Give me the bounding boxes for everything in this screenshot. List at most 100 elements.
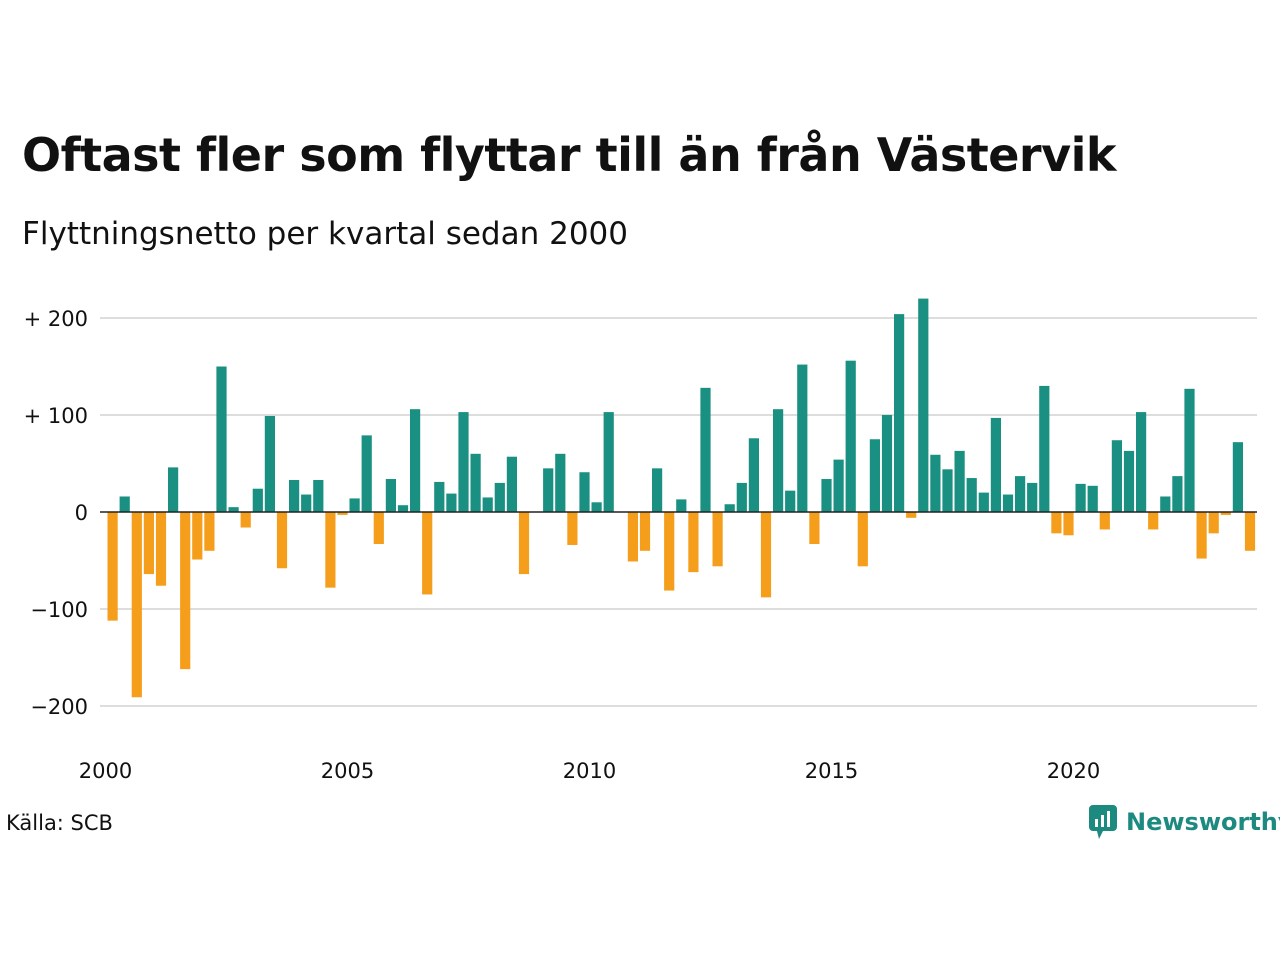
bar: [748, 438, 759, 512]
bar: [155, 512, 167, 586]
bar: [361, 435, 372, 512]
bar: [1063, 512, 1074, 536]
bar: [1160, 496, 1171, 512]
bar: [1015, 476, 1026, 512]
bar: [881, 415, 893, 512]
bar: [664, 512, 675, 591]
bar: [1111, 440, 1122, 512]
bar: [494, 482, 505, 512]
bar: [385, 479, 396, 512]
bar: [1075, 483, 1086, 512]
bar: [579, 472, 590, 512]
bar: [325, 512, 336, 588]
bar: [1208, 512, 1219, 534]
bar: [1232, 442, 1243, 512]
bar: [1087, 485, 1098, 512]
y-tick-label: + 100: [24, 404, 88, 428]
bar: [1051, 512, 1062, 534]
bar: [627, 512, 638, 562]
bar: [143, 512, 154, 575]
bar: [736, 482, 747, 512]
bar: [845, 360, 856, 512]
bar: [760, 512, 772, 598]
bar: [1123, 450, 1135, 512]
bar: [216, 366, 227, 512]
bar: [506, 456, 517, 512]
bar: [894, 314, 905, 512]
bar: [1184, 388, 1195, 512]
bar: [1196, 512, 1207, 559]
bar: [1148, 512, 1159, 530]
bar: [978, 492, 989, 512]
bar: [555, 453, 566, 512]
x-tick-label: 2015: [805, 759, 858, 783]
bar: [652, 468, 663, 512]
bar: [240, 512, 251, 528]
bar: [688, 512, 699, 573]
bar: [373, 512, 384, 545]
bar: [397, 505, 409, 512]
bar: [712, 512, 723, 567]
x-tick-label: 2020: [1047, 759, 1100, 783]
newsworthy-logo-text: Newsworthy: [1126, 808, 1280, 836]
bar: [918, 298, 929, 512]
bar: [1244, 512, 1256, 551]
bar: [119, 496, 130, 512]
bar: [966, 478, 977, 512]
bar: [869, 439, 880, 512]
y-tick-label: + 200: [24, 307, 88, 331]
bar: [446, 493, 457, 512]
bar: [204, 512, 215, 551]
bar: [906, 512, 917, 518]
newsworthy-logo-icon: [1089, 805, 1117, 839]
bar: [639, 512, 651, 551]
bar: [676, 499, 687, 512]
x-tick-label: 2010: [563, 759, 616, 783]
x-tick-label: 2005: [321, 759, 374, 783]
chart-subtitle: Flyttningsnetto per kvartal sedan 2000: [22, 216, 628, 252]
bar: [131, 512, 142, 698]
bar: [289, 479, 300, 512]
bar: [990, 417, 1001, 512]
y-tick-label: −100: [30, 598, 88, 622]
bar: [700, 387, 711, 512]
bar: [833, 459, 844, 512]
bar: [942, 469, 953, 512]
bar: [724, 504, 735, 512]
bar: [543, 468, 554, 512]
bar: [567, 512, 578, 545]
bar: [1027, 482, 1038, 512]
bar: [1099, 512, 1110, 530]
bar: [434, 481, 445, 512]
bar: [276, 512, 288, 569]
bar: [301, 494, 312, 512]
newsworthy-logo: Newsworthy: [1088, 804, 1280, 840]
bar: [1172, 476, 1183, 512]
bar: [930, 454, 941, 512]
bar: [313, 479, 324, 512]
bar: [107, 512, 118, 621]
bar: [1136, 412, 1147, 512]
bar: [482, 497, 493, 512]
bar: [337, 512, 348, 515]
bar: [264, 415, 275, 512]
x-tick-label: 2000: [79, 759, 132, 783]
bar: [228, 507, 239, 512]
bar: [180, 512, 191, 670]
bar: [1220, 512, 1231, 515]
bar: [857, 512, 868, 567]
bar: [422, 512, 433, 595]
bar: [785, 490, 796, 512]
bar: [797, 364, 808, 512]
bar: [192, 512, 203, 560]
bar: [603, 412, 614, 512]
bar: [168, 467, 179, 512]
bar: [821, 479, 832, 512]
bar: [773, 409, 784, 512]
chart-title: Oftast fler som flyttar till än från Väs…: [22, 128, 1116, 182]
bar: [954, 450, 965, 512]
bar: [252, 488, 263, 512]
bar-chart: + 200 + 100 0 −100 −200 2000 2005 2010 2015 2020: [24, 298, 1257, 783]
bar: [458, 412, 469, 512]
bar: [809, 512, 820, 545]
